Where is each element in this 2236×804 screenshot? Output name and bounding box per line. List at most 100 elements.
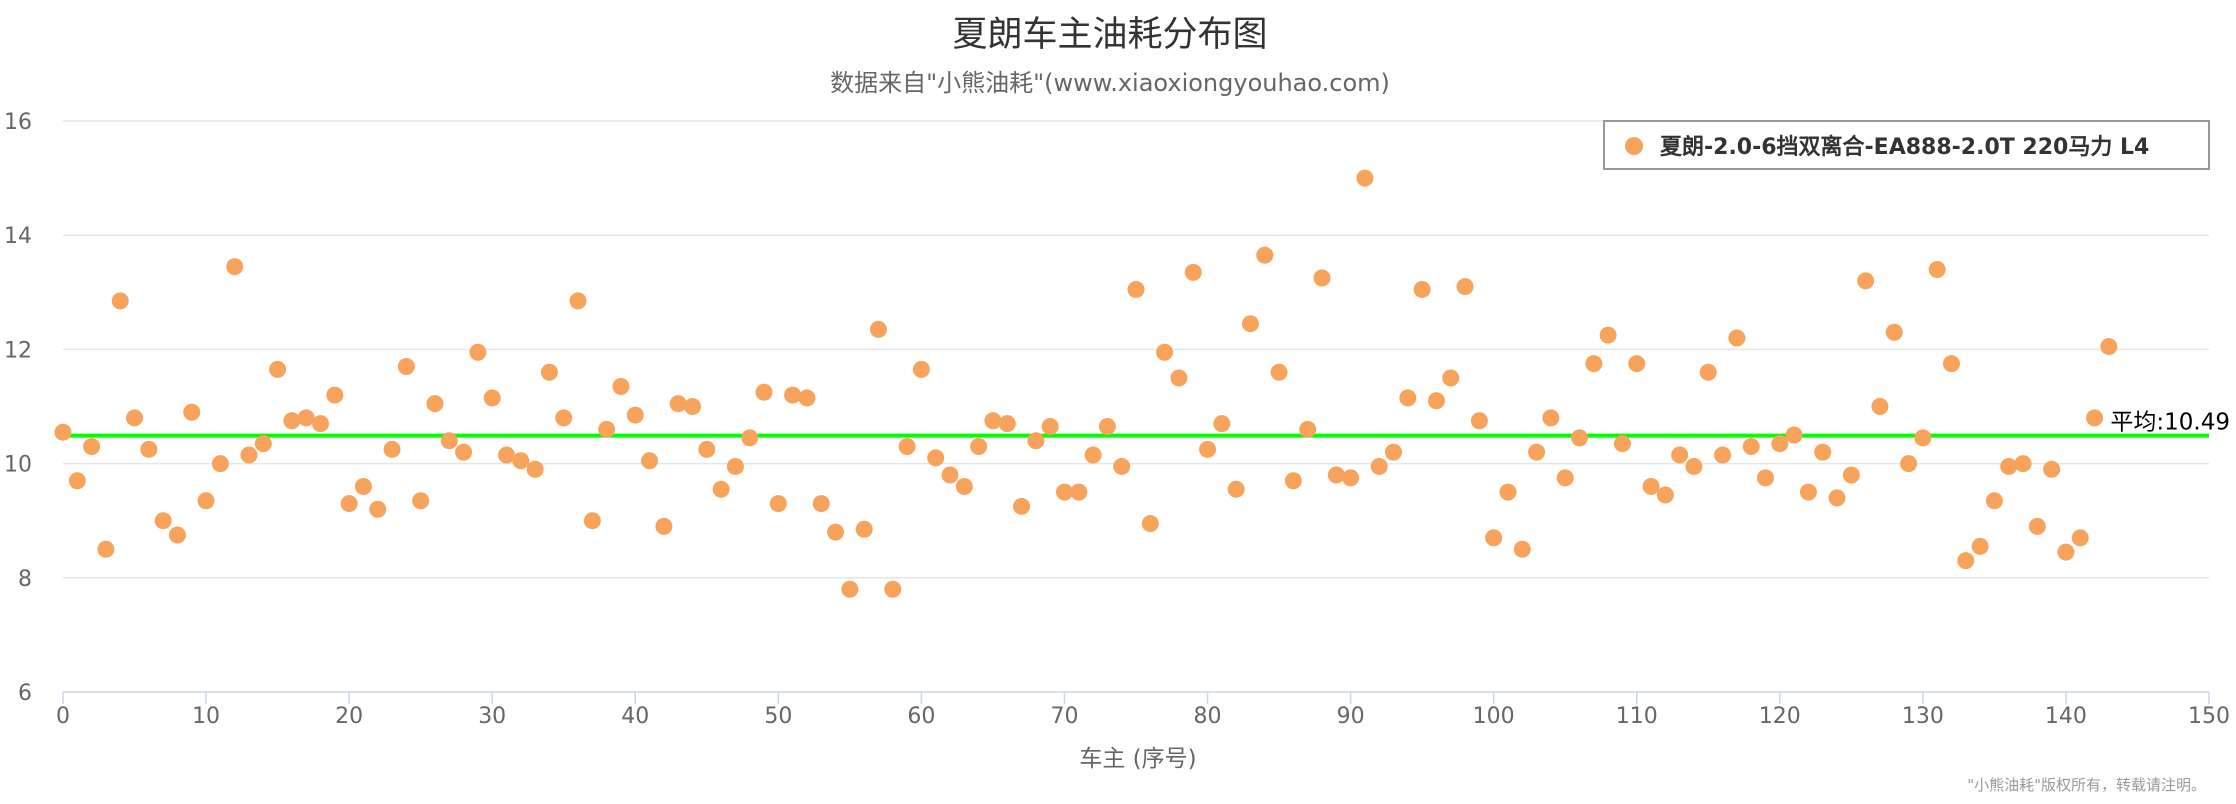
data-point xyxy=(1427,392,1445,410)
data-point xyxy=(955,477,973,495)
data-point xyxy=(211,455,229,473)
data-point xyxy=(1113,457,1131,475)
data-point xyxy=(569,292,587,310)
data-point xyxy=(626,406,644,424)
x-tick-label: 10 xyxy=(192,704,220,729)
legend-label[interactable]: 夏朗-2.0-6挡双离合-EA888-2.0T 220马力 L4 xyxy=(1660,134,2149,160)
data-point xyxy=(297,409,315,427)
data-point xyxy=(540,363,558,381)
data-point xyxy=(469,343,487,361)
y-tick-label: 16 xyxy=(4,110,32,135)
data-point xyxy=(126,409,144,427)
data-point xyxy=(1871,398,1889,415)
x-tick-label: 20 xyxy=(335,704,363,729)
data-point xyxy=(1284,472,1302,490)
x-tick-label: 120 xyxy=(1759,704,1801,729)
x-tick-label: 110 xyxy=(1616,704,1658,729)
chart-title: 夏朗车主油耗分布图 xyxy=(952,15,1267,55)
data-point xyxy=(440,432,458,450)
x-tick-label: 70 xyxy=(1050,704,1078,729)
grid-lines xyxy=(63,120,2209,579)
data-point xyxy=(1227,480,1245,498)
data-point xyxy=(498,446,516,464)
x-tick-label: 30 xyxy=(478,704,506,729)
data-point xyxy=(1313,269,1331,287)
data-point xyxy=(1342,469,1360,487)
data-point xyxy=(1184,263,1202,281)
data-point xyxy=(340,495,358,513)
data-point xyxy=(1771,435,1789,453)
data-point xyxy=(383,440,401,458)
data-point xyxy=(1799,483,1817,501)
data-point xyxy=(855,520,873,538)
data-point xyxy=(970,437,988,455)
data-point xyxy=(1542,409,1560,427)
data-point xyxy=(2100,338,2118,356)
data-point xyxy=(2043,460,2061,478)
data-point xyxy=(312,415,330,433)
data-point xyxy=(1556,469,1574,487)
legend[interactable]: 夏朗-2.0-6挡双离合-EA888-2.0T 220马力 L4 xyxy=(1603,120,2210,170)
data-point xyxy=(97,540,115,558)
data-point xyxy=(1928,260,1946,278)
chart-subtitle: 数据来自"小熊油耗"(www.xiaoxiongyouhao.com) xyxy=(830,69,1390,97)
data-point xyxy=(1041,417,1059,435)
data-point xyxy=(455,443,473,461)
data-point xyxy=(1013,497,1031,515)
data-point xyxy=(812,495,830,513)
data-point xyxy=(1742,437,1760,455)
data-point xyxy=(369,500,387,518)
data-point xyxy=(726,457,744,475)
data-point xyxy=(1714,446,1732,464)
data-point xyxy=(941,466,959,484)
y-tick-label: 10 xyxy=(4,453,32,478)
data-point xyxy=(927,449,945,467)
data-point xyxy=(1199,440,1217,458)
data-point xyxy=(1599,326,1617,344)
data-point xyxy=(483,389,501,407)
data-point xyxy=(1828,489,1846,507)
data-point xyxy=(598,420,616,438)
data-point xyxy=(1513,540,1531,558)
data-point xyxy=(1842,466,1860,484)
data-point xyxy=(2057,543,2075,561)
data-point xyxy=(1084,446,1102,464)
data-point xyxy=(1485,529,1503,547)
data-point xyxy=(741,429,759,447)
data-point xyxy=(83,437,101,455)
data-point xyxy=(412,492,430,510)
data-point xyxy=(1785,426,1803,444)
legend-box xyxy=(1603,120,2210,170)
data-point xyxy=(841,580,859,598)
y-tick-label: 12 xyxy=(4,338,32,363)
data-point xyxy=(1885,323,1903,341)
data-point xyxy=(755,383,773,401)
data-point xyxy=(2086,409,2104,427)
data-point xyxy=(1399,389,1417,407)
x-tick-label: 0 xyxy=(56,704,70,729)
data-point xyxy=(1642,477,1660,495)
data-point xyxy=(1685,457,1703,475)
x-tick-label: 40 xyxy=(621,704,649,729)
data-point xyxy=(254,435,272,453)
data-point xyxy=(1756,469,1774,487)
data-point xyxy=(1413,280,1431,298)
data-point xyxy=(283,412,301,430)
average-label: 平均:10.49 xyxy=(2110,410,2230,436)
data-point xyxy=(827,523,845,541)
data-point xyxy=(798,389,816,407)
data-point xyxy=(1327,466,1345,484)
data-point xyxy=(769,495,787,513)
data-point xyxy=(240,446,258,464)
data-point xyxy=(1499,483,1517,501)
data-point xyxy=(1671,446,1689,464)
x-tick-label: 80 xyxy=(1194,704,1222,729)
data-point xyxy=(1370,457,1388,475)
data-point xyxy=(1528,443,1546,461)
data-point xyxy=(269,360,287,378)
data-point xyxy=(1299,420,1317,438)
data-point xyxy=(1141,515,1159,533)
data-point xyxy=(1213,415,1231,433)
